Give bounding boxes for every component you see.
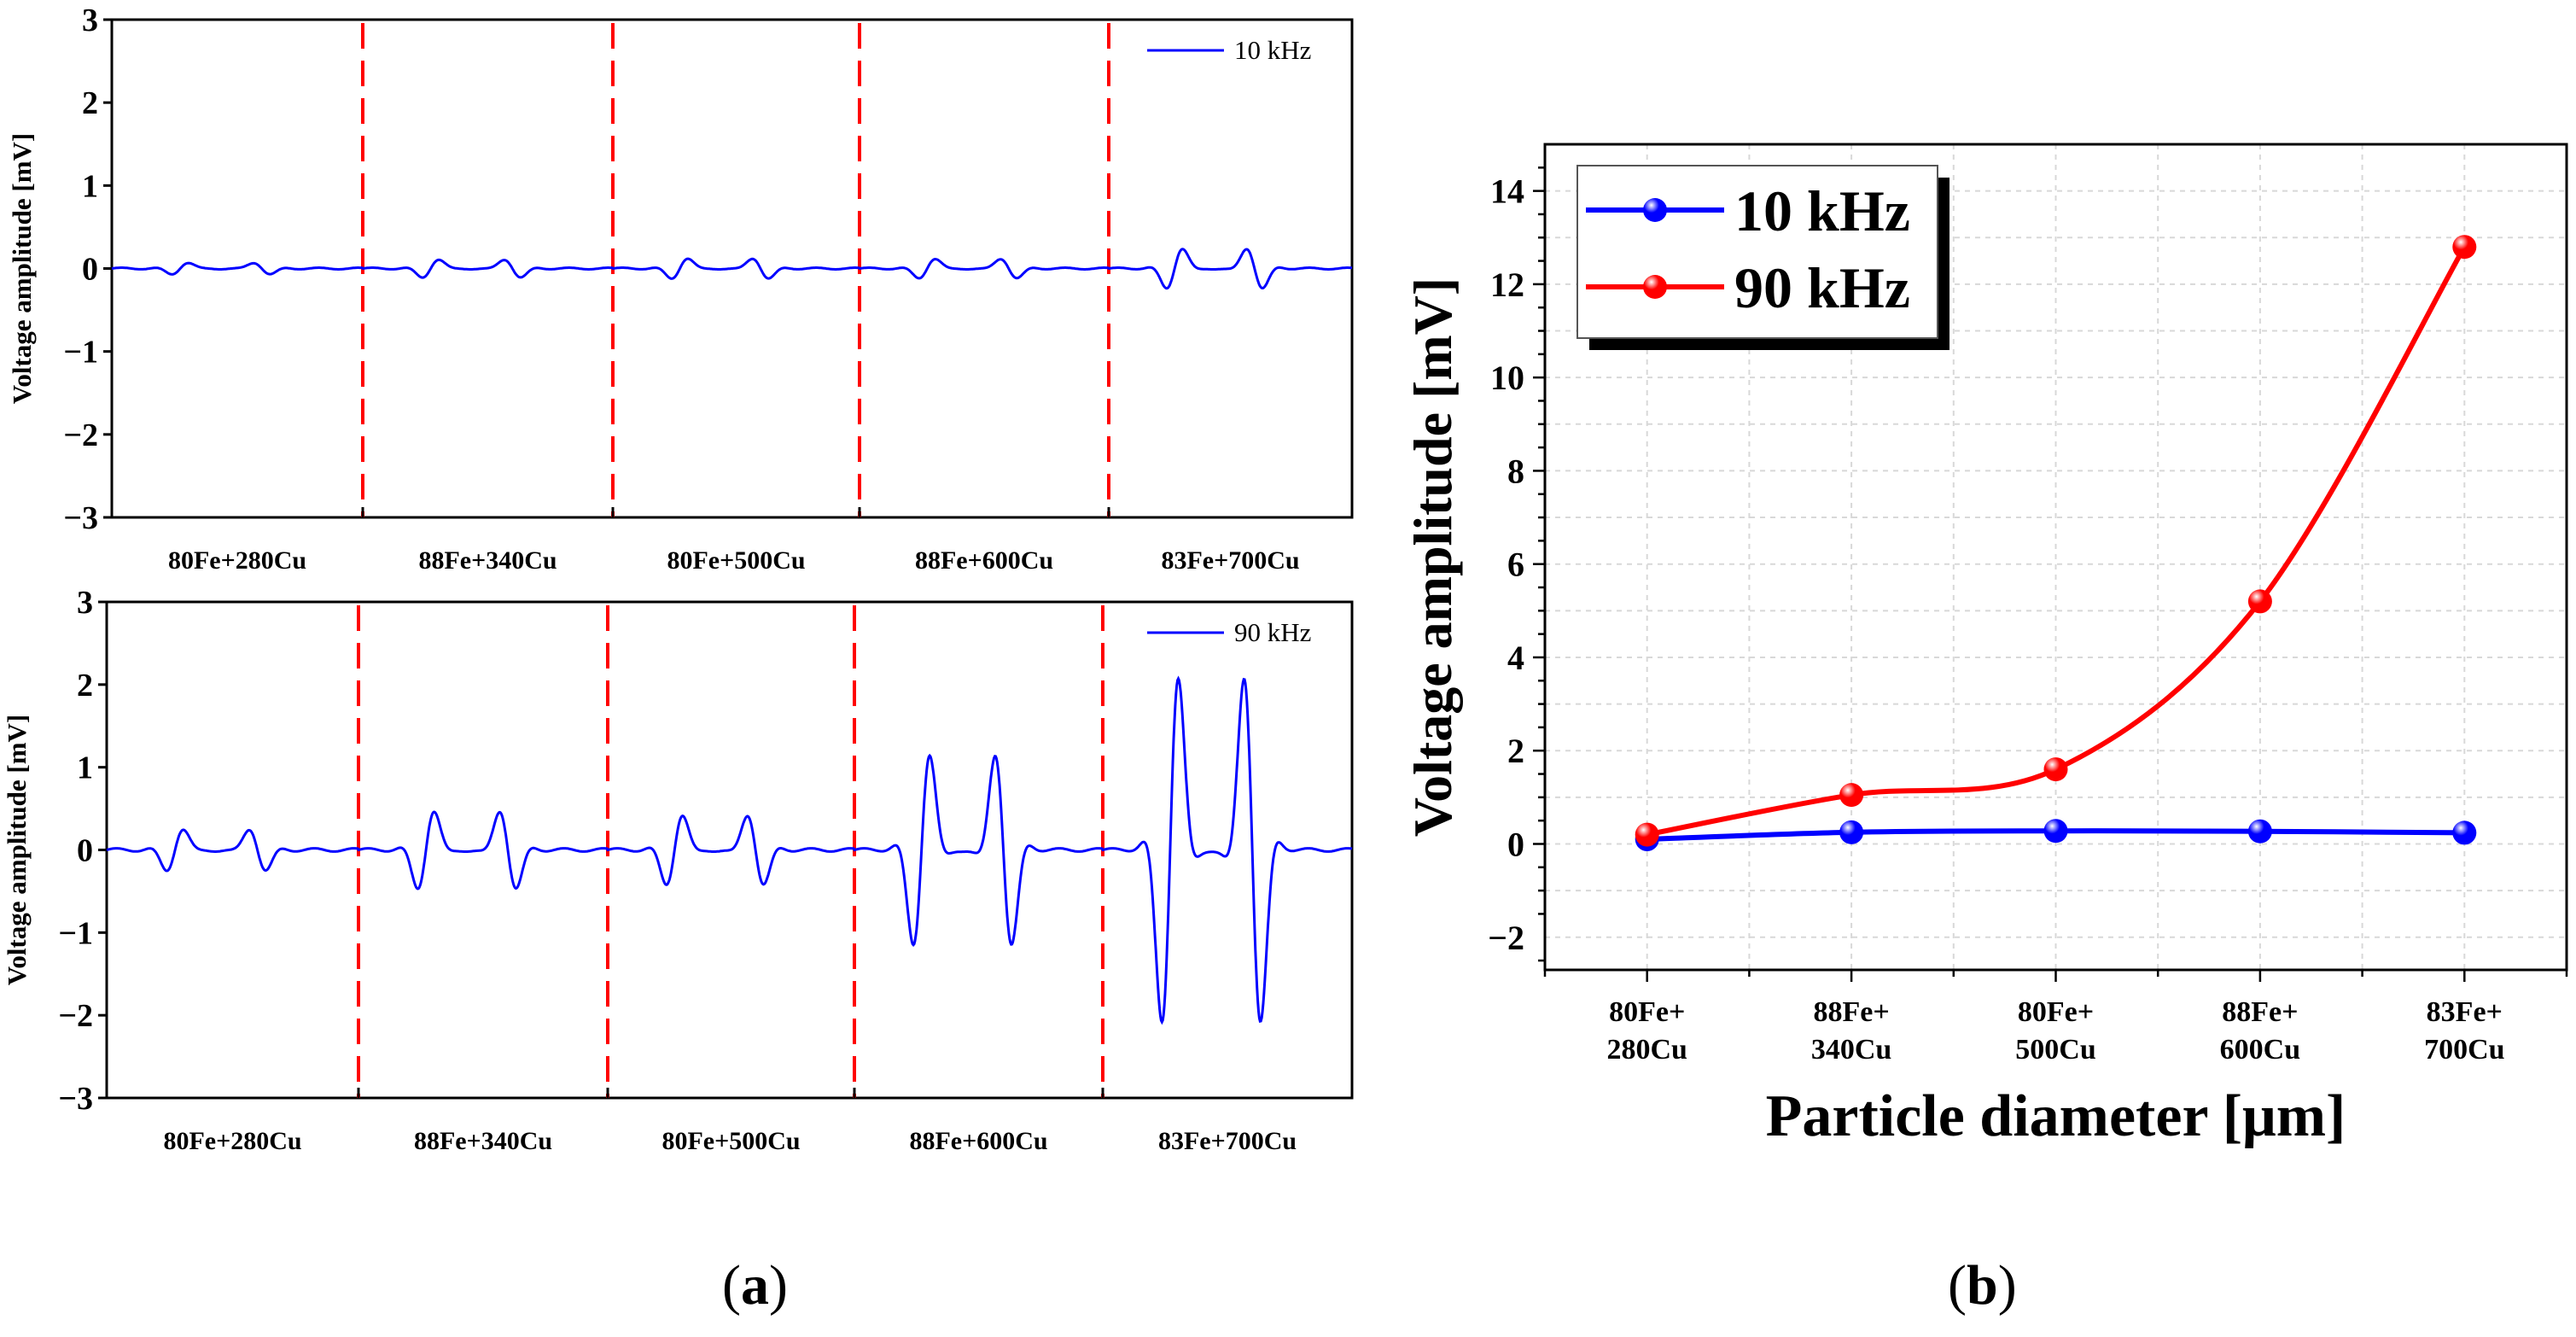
data-point (2452, 820, 2477, 845)
y-tick-label: 1 (77, 750, 93, 786)
y-tick-label: −3 (58, 1081, 93, 1117)
segment-label: 88Fe+600Cu (915, 546, 1053, 575)
y-tick-label: 3 (82, 3, 98, 38)
y-tick-label: 6 (1507, 546, 1524, 584)
legend-marker (1643, 198, 1667, 222)
x-axis-label: Particle diameter [μm] (1766, 1083, 2346, 1149)
legend-label: 90 kHz (1234, 617, 1311, 647)
data-point (2043, 757, 2068, 782)
signal-line (111, 248, 1353, 290)
series-line-90khz (1646, 245, 2467, 838)
x-tick-label: 340Cu (1811, 1034, 1891, 1066)
segment-label: 80Fe+280Cu (163, 1127, 301, 1155)
y-tick-label: 1 (82, 168, 98, 204)
legend-label: 10 kHz (1234, 35, 1311, 65)
y-tick-label: 2 (1507, 732, 1524, 770)
segment-label: 88Fe+600Cu (909, 1127, 1047, 1155)
signal-line (106, 675, 1353, 1025)
caption-a: (a) (722, 1254, 788, 1317)
x-tick-label: 83Fe+ (2427, 996, 2503, 1028)
y-tick-label: 4 (1507, 639, 1524, 677)
legend-label: 90 kHz (1734, 255, 1910, 320)
y-tick-label: 2 (77, 668, 93, 704)
segment-label: 80Fe+500Cu (661, 1127, 800, 1155)
x-tick-label: 600Cu (2220, 1034, 2300, 1066)
x-tick-label: 280Cu (1606, 1034, 1687, 1066)
x-tick-label: 700Cu (2424, 1034, 2504, 1066)
data-point (2452, 235, 2477, 260)
y-tick-label: 12 (1490, 266, 1524, 304)
data-point (2043, 819, 2068, 844)
caption-b: (b) (1948, 1254, 2017, 1317)
segment-label: 83Fe+700Cu (1158, 1127, 1297, 1155)
data-point (1839, 783, 1864, 808)
segment-label: 83Fe+700Cu (1161, 546, 1299, 575)
y-tick-label: −2 (63, 417, 98, 453)
y-tick-label: 8 (1507, 452, 1524, 490)
y-tick-label: 0 (82, 252, 98, 288)
data-point (1635, 822, 1659, 847)
y-tick-label: 14 (1490, 172, 1524, 211)
segment-label: 80Fe+280Cu (168, 546, 306, 575)
segment-label: 88Fe+340Cu (414, 1127, 552, 1155)
x-tick-label: 88Fe+ (1813, 996, 1889, 1028)
y-tick-label: −2 (1488, 919, 1524, 957)
y-tick-label: 0 (1507, 825, 1524, 863)
data-point (1839, 820, 1864, 844)
x-tick-label: 88Fe+ (2222, 996, 2298, 1028)
segment-label: 80Fe+500Cu (667, 546, 805, 575)
y-tick-label: −2 (58, 998, 93, 1034)
legend-label: 10 kHz (1734, 178, 1910, 243)
y-tick-label: 10 (1490, 359, 1524, 397)
x-tick-label: 80Fe+ (2018, 996, 2094, 1028)
y-tick-label: 3 (77, 585, 93, 621)
y-tick-label: 2 (82, 85, 98, 121)
y-tick-label: −3 (63, 500, 98, 536)
segment-label: 88Fe+340Cu (418, 546, 557, 575)
x-tick-label: 500Cu (2015, 1034, 2095, 1066)
x-tick-label: 80Fe+ (1609, 996, 1685, 1028)
y-tick-label: 0 (77, 833, 93, 869)
y-axis-label: Voltage amplitude [mV] (1402, 277, 1463, 837)
legend-box (1576, 165, 1938, 339)
y-tick-label: −1 (63, 335, 98, 371)
legend-marker (1643, 275, 1667, 299)
data-point (2247, 819, 2272, 844)
data-point (2247, 589, 2272, 614)
y-tick-label: −1 (58, 915, 93, 951)
y-axis-label: Voltage amplitude [mV] (7, 133, 37, 404)
y-axis-label: Voltage amplitude [mV] (2, 715, 32, 985)
